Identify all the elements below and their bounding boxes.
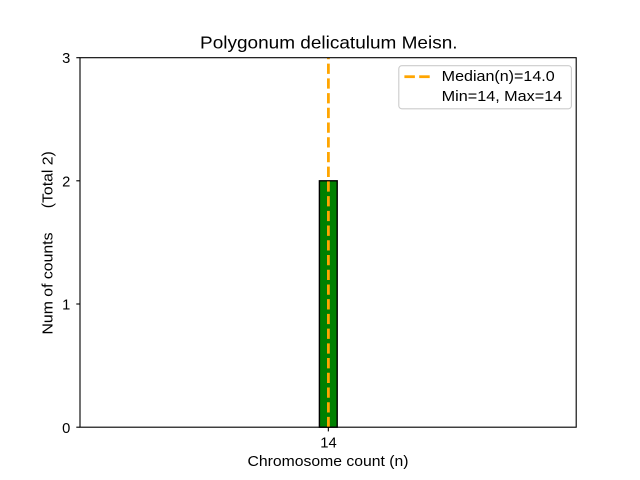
svg-text:Min=14, Max=14: Min=14, Max=14 [442, 89, 563, 105]
svg-text:(Total 2): (Total 2) [41, 151, 57, 208]
svg-text:2: 2 [62, 174, 70, 190]
svg-text:14: 14 [320, 436, 337, 452]
svg-text:0: 0 [62, 421, 70, 437]
svg-text:1: 1 [62, 298, 70, 314]
svg-text:Chromosome count (n): Chromosome count (n) [248, 454, 409, 470]
svg-text:Median(n)=14.0: Median(n)=14.0 [442, 69, 555, 85]
svg-text:3: 3 [62, 51, 70, 67]
svg-text:Num of counts: Num of counts [41, 233, 57, 335]
svg-text:Polygonum delicatulum Meisn.: Polygonum delicatulum Meisn. [200, 33, 458, 53]
